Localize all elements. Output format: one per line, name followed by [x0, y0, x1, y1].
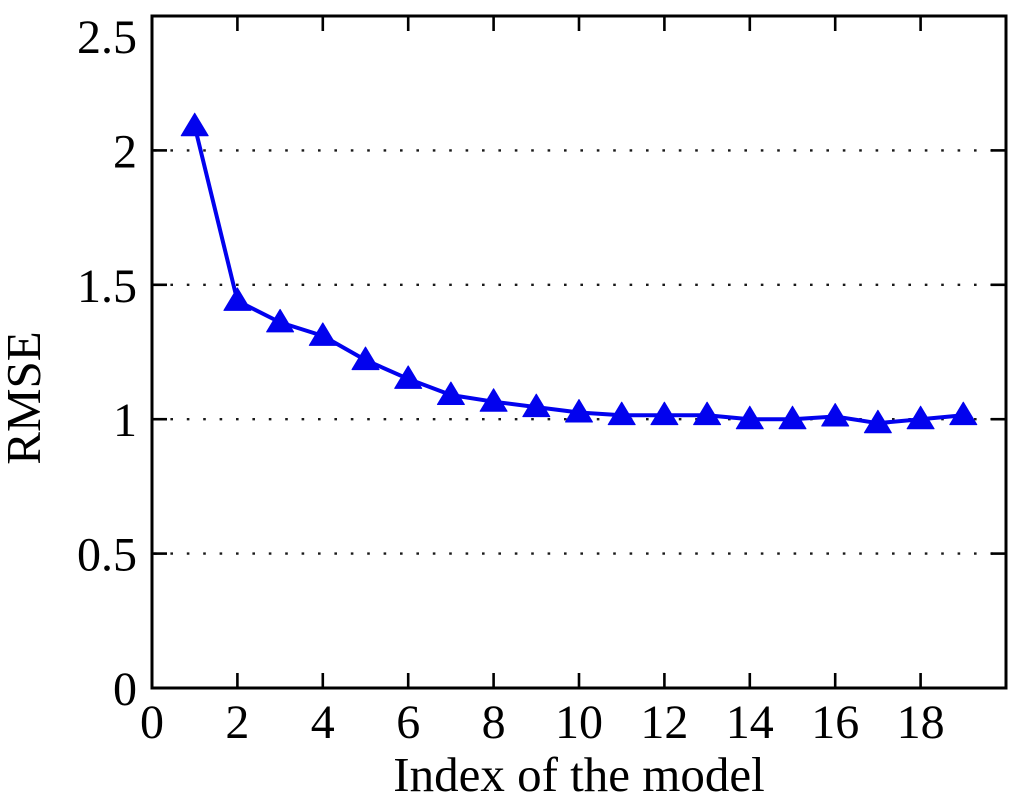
tick-labels-group: 0 2 4 6 8 10 12 14 16 18 0 0.5 1 1.5 2 2.5: [77, 11, 945, 749]
x-tick-label: 14: [726, 696, 774, 749]
data-point-marker: [351, 346, 380, 371]
plot-border: [150, 14, 1008, 690]
data-point-marker: [308, 322, 337, 346]
x-tick-label: 10: [555, 696, 603, 749]
data-point-marker: [949, 401, 978, 426]
data-point-marker: [266, 308, 295, 333]
x-tick-label: 18: [897, 696, 945, 749]
data-point-marker: [693, 401, 722, 426]
x-tick-label: 4: [311, 696, 335, 749]
y-tick-label: 0.5: [77, 529, 137, 582]
data-point-marker: [863, 409, 892, 434]
data-point-marker: [778, 405, 807, 430]
data-point-marker: [479, 388, 508, 412]
data-point-marker: [394, 365, 423, 389]
data-point-marker: [436, 381, 465, 406]
y-axis-title: RMSE: [0, 331, 51, 464]
data-series-group: [180, 112, 978, 434]
y-tick-label: 1.5: [77, 260, 137, 313]
data-point-marker: [906, 405, 935, 430]
y-tick-label: 2.5: [77, 11, 137, 64]
x-axis-title: Index of the model: [393, 747, 764, 802]
axes-group: [150, 14, 1008, 690]
x-tick-label: 6: [396, 696, 420, 749]
y-tick-label: 2: [113, 125, 137, 178]
data-point-marker: [223, 287, 252, 311]
x-tick-label: 2: [225, 696, 249, 749]
data-point-marker: [565, 398, 593, 423]
y-tick-label: 1: [113, 394, 137, 447]
data-point-marker: [522, 393, 551, 418]
x-tick-label: 16: [811, 696, 859, 749]
data-point-marker: [180, 112, 209, 137]
data-point-marker: [735, 405, 764, 430]
x-tick-label: 12: [640, 696, 688, 749]
data-point-marker: [650, 401, 679, 426]
gridlines-group: [154, 149, 1004, 555]
y-tick-label: 0: [113, 663, 137, 716]
data-point-marker: [821, 403, 850, 427]
x-tick-label: 8: [482, 696, 506, 749]
data-point-marker: [607, 401, 636, 426]
series-line: [192, 124, 966, 426]
x-tick-label: 0: [140, 696, 164, 749]
